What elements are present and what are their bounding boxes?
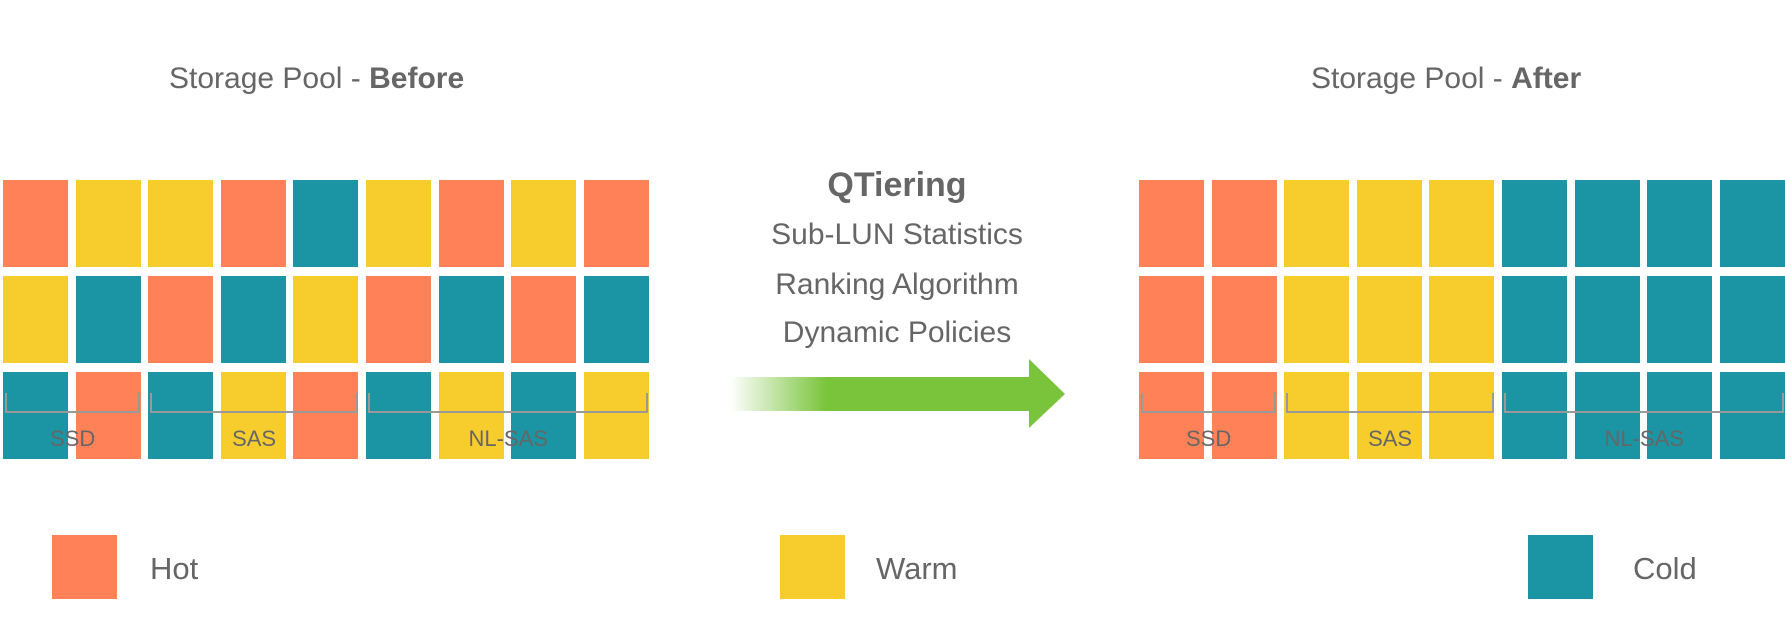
process-line: Sub-LUN Statistics [771,218,1023,251]
tier-bracket [1286,393,1494,413]
process-line: Ranking Algorithm [775,268,1019,301]
block-cold [293,180,359,267]
tier-label-ssd: SSD [49,426,96,451]
block-warm [75,180,141,267]
block-warm [293,276,359,363]
process-line: Dynamic Policies [782,316,1012,349]
block-hot [366,276,431,363]
tier-bracket [150,393,358,413]
block-hot [1139,180,1204,267]
block-cold [220,276,286,363]
block-cold [1719,276,1785,363]
block-cold [1647,180,1713,267]
legend-swatch-hot [52,535,117,599]
block-hot [1211,372,1277,459]
block-warm [366,180,431,267]
arrow-head [1029,359,1065,428]
block-warm [1429,180,1495,267]
tier-label-nl-sas: NL-SAS [468,426,548,451]
block-cold [1574,372,1640,459]
after-title: Storage Pool - After [1311,62,1581,96]
before-title: Storage Pool - Before [169,62,464,96]
title-emphasis: After [1511,62,1582,95]
block-hot [511,276,577,363]
block-warm [511,180,577,267]
block-hot [1211,276,1277,363]
block-warm [1356,180,1422,267]
block-cold [75,276,141,363]
legend-label-hot: Hot [150,551,199,586]
block-cold [1647,372,1713,459]
tier-bracket [1504,393,1785,413]
tier-bracket [5,393,141,413]
block-hot [1139,276,1204,363]
block-cold [1719,180,1785,267]
tier-label-sas: SAS [232,426,277,451]
block-cold [511,372,577,459]
block-warm [438,372,504,459]
block-hot [1211,180,1277,267]
tier-bracket [368,393,649,413]
block-hot [220,180,286,267]
title-prefix: Storage Pool - [1311,62,1512,95]
arrow-shaft [730,377,1030,411]
block-warm [1356,372,1422,459]
block-cold [438,276,504,363]
block-warm [148,180,214,267]
block-cold [366,372,431,459]
block-cold [148,372,214,459]
tier-label-ssd: SSD [1185,426,1232,451]
legend-swatch-cold [1528,535,1593,599]
tier-bracket [1141,393,1277,413]
block-cold [1502,180,1567,267]
block-cold [1574,180,1640,267]
block-warm [1356,276,1422,363]
tier-label-nl-sas: NL-SAS [1604,426,1684,451]
block-cold [1719,372,1785,459]
legend-label-warm: Warm [876,551,958,586]
title-prefix: Storage Pool - [169,62,370,95]
tier-label-sas: SAS [1368,426,1413,451]
block-cold [1502,372,1567,459]
block-warm [1284,276,1350,363]
block-warm [1284,372,1350,459]
right-arrow-icon [730,359,1065,428]
block-hot [75,372,141,459]
block-warm [1429,372,1495,459]
block-warm [3,276,68,363]
block-warm [1429,276,1495,363]
block-hot [293,372,359,459]
block-warm [583,372,649,459]
block-warm [1284,180,1350,267]
process-title: QTiering [827,166,967,204]
block-hot [438,180,504,267]
block-cold [3,372,68,459]
block-cold [583,276,649,363]
block-cold [1502,276,1567,363]
block-hot [583,180,649,267]
title-emphasis: Before [369,62,465,95]
block-hot [148,276,214,363]
block-hot [1139,372,1204,459]
block-cold [1574,276,1640,363]
legend-label-cold: Cold [1633,551,1697,586]
block-cold [1647,276,1713,363]
legend-swatch-warm [780,535,845,599]
block-warm [220,372,286,459]
block-hot [3,180,68,267]
